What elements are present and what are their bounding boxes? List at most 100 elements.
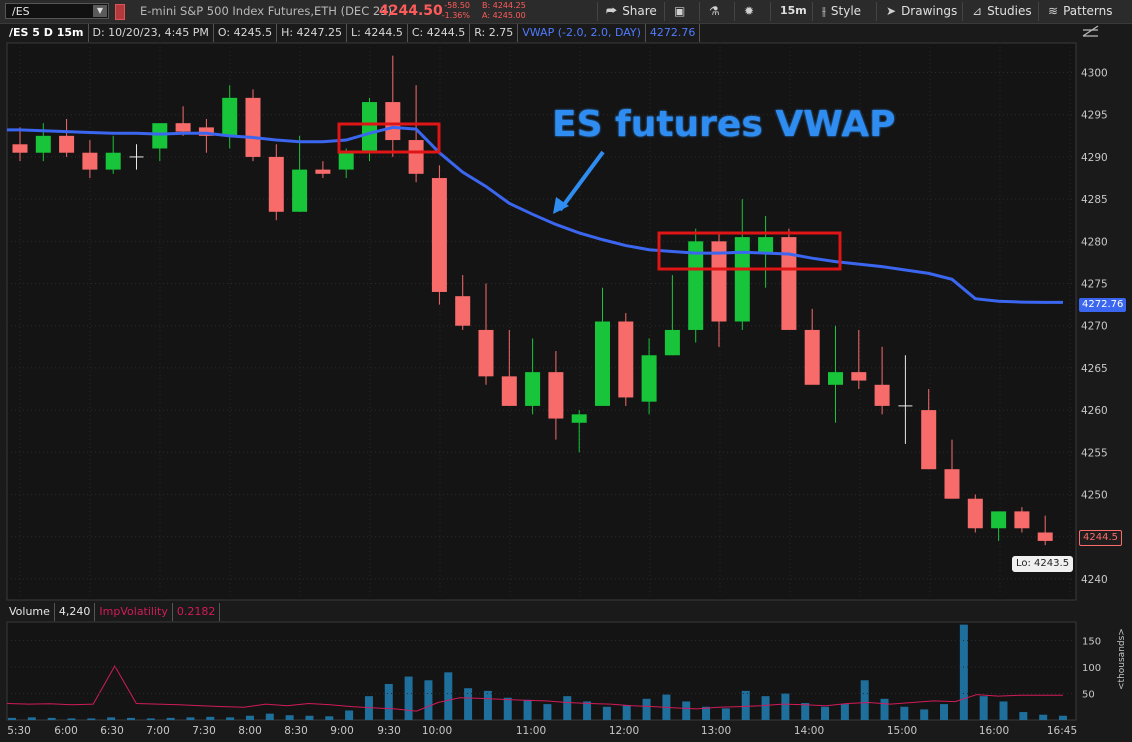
toolbar-divider <box>734 2 735 21</box>
time-tick-label: 8:00 <box>238 725 262 737</box>
bar-open: O: 4245.5 <box>214 24 278 42</box>
gear-icon: ✹ <box>744 4 755 18</box>
last-price-label: 4244.5 <box>1079 530 1122 546</box>
volume-bar <box>245 715 254 720</box>
volume-tick-label: 50 <box>1082 690 1095 701</box>
share-button[interactable]: ⮫ Share <box>606 0 657 23</box>
volume-tick-label: 100 <box>1082 663 1101 674</box>
toolbar-divider <box>770 2 771 21</box>
link-color-icon[interactable] <box>115 4 125 20</box>
volume-bar <box>642 698 651 720</box>
volume-bar <box>1039 714 1048 720</box>
candle-body <box>688 241 704 330</box>
vwap-price-label: 4272.76 <box>1079 298 1127 312</box>
volume-bar <box>959 624 968 720</box>
camera-icon: ▣ <box>674 4 686 18</box>
volume-bar <box>107 717 116 720</box>
candle-body <box>385 102 401 141</box>
volume-bar <box>87 718 96 720</box>
volume-bar <box>483 690 492 720</box>
time-tick-label: 16:45 <box>1047 725 1077 737</box>
impvol-label[interactable]: ImpVolatility <box>95 603 173 621</box>
chart-title[interactable]: /ES 5 D 15m <box>5 24 89 42</box>
volume-bar <box>8 717 16 720</box>
toolbar-divider <box>664 2 665 21</box>
highlight-box-2 <box>657 231 842 271</box>
volume-bar <box>563 696 572 720</box>
candle-body <box>548 372 564 419</box>
symbol-selector[interactable]: /ES ▼ <box>5 3 109 19</box>
time-tick-label: 10:00 <box>422 725 452 737</box>
candle-body <box>315 169 331 174</box>
candle-body <box>828 372 843 385</box>
candle-body <box>967 498 983 529</box>
top-toolbar: /ES ▼ E-mini S&P 500 Index Futures,ETH (… <box>0 0 1132 24</box>
volume-bar <box>821 706 830 720</box>
volume-bar <box>186 717 195 720</box>
candle-body <box>362 102 377 153</box>
drawings-label: Drawings <box>901 4 958 18</box>
candle-body <box>1014 511 1030 529</box>
candle-body <box>991 511 1007 529</box>
drawings-button[interactable]: ➤ Drawings <box>886 0 957 23</box>
share-icon: ⮫ <box>606 4 618 18</box>
price-tick-label: 4250 <box>1081 490 1108 502</box>
timeframe-button[interactable]: 15m <box>780 4 807 17</box>
time-tick-label: 14:00 <box>794 725 824 737</box>
volume-axis: 150 100 50 <box>7 637 1101 701</box>
last-price: 4244.50 <box>379 3 443 19</box>
volume-label[interactable]: Volume <box>5 603 55 621</box>
annotation-arrowhead <box>553 197 569 214</box>
volume-bar <box>860 680 869 720</box>
volume-bar <box>345 710 354 720</box>
candle-body <box>618 321 634 398</box>
volume-bar <box>979 696 988 720</box>
volume-bar <box>404 676 413 720</box>
volume-bar <box>67 718 76 720</box>
volume-bar <box>840 704 849 720</box>
volume-bar <box>503 697 512 720</box>
candle-body <box>664 329 680 356</box>
time-tick-label: 7:30 <box>192 725 216 737</box>
annotation-text: ES futures VWAP <box>552 104 896 145</box>
patterns-label: Patterns <box>1063 4 1113 18</box>
candle-body <box>431 178 447 292</box>
snapshot-button[interactable]: ▣ <box>674 0 690 23</box>
patterns-button[interactable]: ≋ Patterns <box>1048 0 1113 23</box>
change-block: -58.50 -1.36% <box>440 1 470 21</box>
toolbar-divider <box>597 2 598 21</box>
price-panel <box>6 42 1077 601</box>
percent-change: -1.36% <box>441 11 470 20</box>
candle-body <box>1037 532 1053 541</box>
volume-bar <box>285 715 294 720</box>
vwap-study-label[interactable]: VWAP (-2.0, 2.0, DAY) <box>518 24 646 42</box>
volume-panel <box>6 621 1077 721</box>
chevron-down-icon[interactable]: ▼ <box>93 5 107 17</box>
candle-body <box>59 135 75 153</box>
price-tick-label: 4240 <box>1081 574 1108 586</box>
time-tick-label: 7:00 <box>146 725 170 737</box>
volume-bar <box>920 709 929 720</box>
candle-body <box>874 384 890 406</box>
price-tick-label: 4295 <box>1081 110 1108 122</box>
flask-button[interactable]: ⚗ <box>709 0 725 23</box>
studies-button[interactable]: ⊿ Studies <box>972 0 1032 23</box>
style-button[interactable]: ⫲ Style <box>822 0 861 23</box>
candle-body <box>175 123 191 132</box>
settings-button[interactable]: ✹ <box>744 0 759 23</box>
candles <box>12 55 1053 546</box>
volume-bar <box>126 717 135 720</box>
patterns-icon: ≋ <box>1048 4 1059 18</box>
candle-body <box>851 372 867 381</box>
symbol-text: /ES <box>12 5 30 18</box>
volume-bar <box>47 717 56 720</box>
price-tick-label: 4300 <box>1081 68 1108 80</box>
candle-body <box>525 372 541 406</box>
bar-low: L: 4244.5 <box>347 24 408 42</box>
drawing-tool-icon[interactable] <box>1082 25 1099 37</box>
volume-bar <box>900 706 909 720</box>
bar-range: R: 2.75 <box>470 24 519 42</box>
volume-bar <box>226 717 235 720</box>
time-tick-label: 16:00 <box>979 725 1009 737</box>
